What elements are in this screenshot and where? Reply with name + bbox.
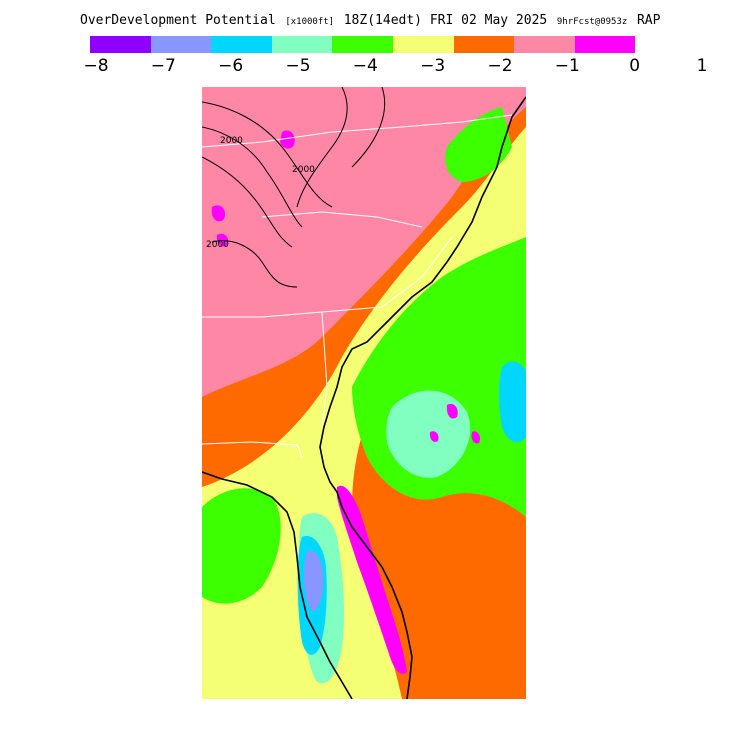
scale-tick-label: 1 [696, 56, 708, 76]
title-product: OverDevelopment Potential [80, 13, 276, 28]
color-scale-labels: −8 −7 −6 −5 −4 −3 −2 −1 0 1 [83, 56, 707, 78]
scale-tick-label: −6 [218, 56, 244, 76]
color-swatch [514, 36, 575, 53]
color-swatch [392, 36, 454, 53]
lavender-patch [304, 550, 324, 612]
color-swatch [332, 36, 393, 53]
scale-tick-label: −3 [420, 56, 446, 76]
map-title: OverDevelopment Potential [x1000ft] 18Z(… [80, 9, 660, 28]
scale-tick-label: −2 [487, 56, 513, 76]
title-forecast: 9hrFcst@0953z [556, 17, 628, 27]
title-units: [x1000ft] [285, 17, 335, 27]
gulf-coastline [202, 471, 353, 699]
forecast-map: 2000 2000 2000 [202, 87, 526, 699]
scale-tick-label: −7 [150, 56, 176, 76]
magenta-strip [337, 485, 407, 674]
contour-label: 2000 [206, 240, 229, 250]
magenta-dots-east [429, 403, 481, 444]
state-borders [202, 114, 513, 458]
terrain-contours [202, 87, 386, 288]
magenta-dots-north [211, 130, 295, 247]
scale-tick-label: 0 [629, 56, 641, 76]
color-swatch [574, 36, 636, 53]
color-swatch [453, 36, 515, 53]
contour-label: 2000 [292, 165, 315, 175]
scale-tick-label: −8 [83, 56, 109, 76]
scale-tick-label: −1 [554, 56, 580, 76]
scale-tick-label: −5 [285, 56, 311, 76]
scale-tick-label: −4 [352, 56, 378, 76]
color-swatch [150, 36, 212, 53]
color-swatch [90, 36, 151, 53]
green-north [445, 107, 512, 182]
color-scale-bar [90, 36, 636, 53]
coastline [319, 96, 526, 699]
cyan-east [499, 361, 526, 443]
title-valid-time: 18Z(14edt) FRI 02 May 2025 [343, 13, 548, 28]
contour-label: 2000 [220, 136, 243, 146]
color-swatch [211, 36, 272, 53]
title-model: RAP [636, 13, 661, 28]
color-swatch [271, 36, 333, 53]
green-panhandle [202, 488, 281, 604]
